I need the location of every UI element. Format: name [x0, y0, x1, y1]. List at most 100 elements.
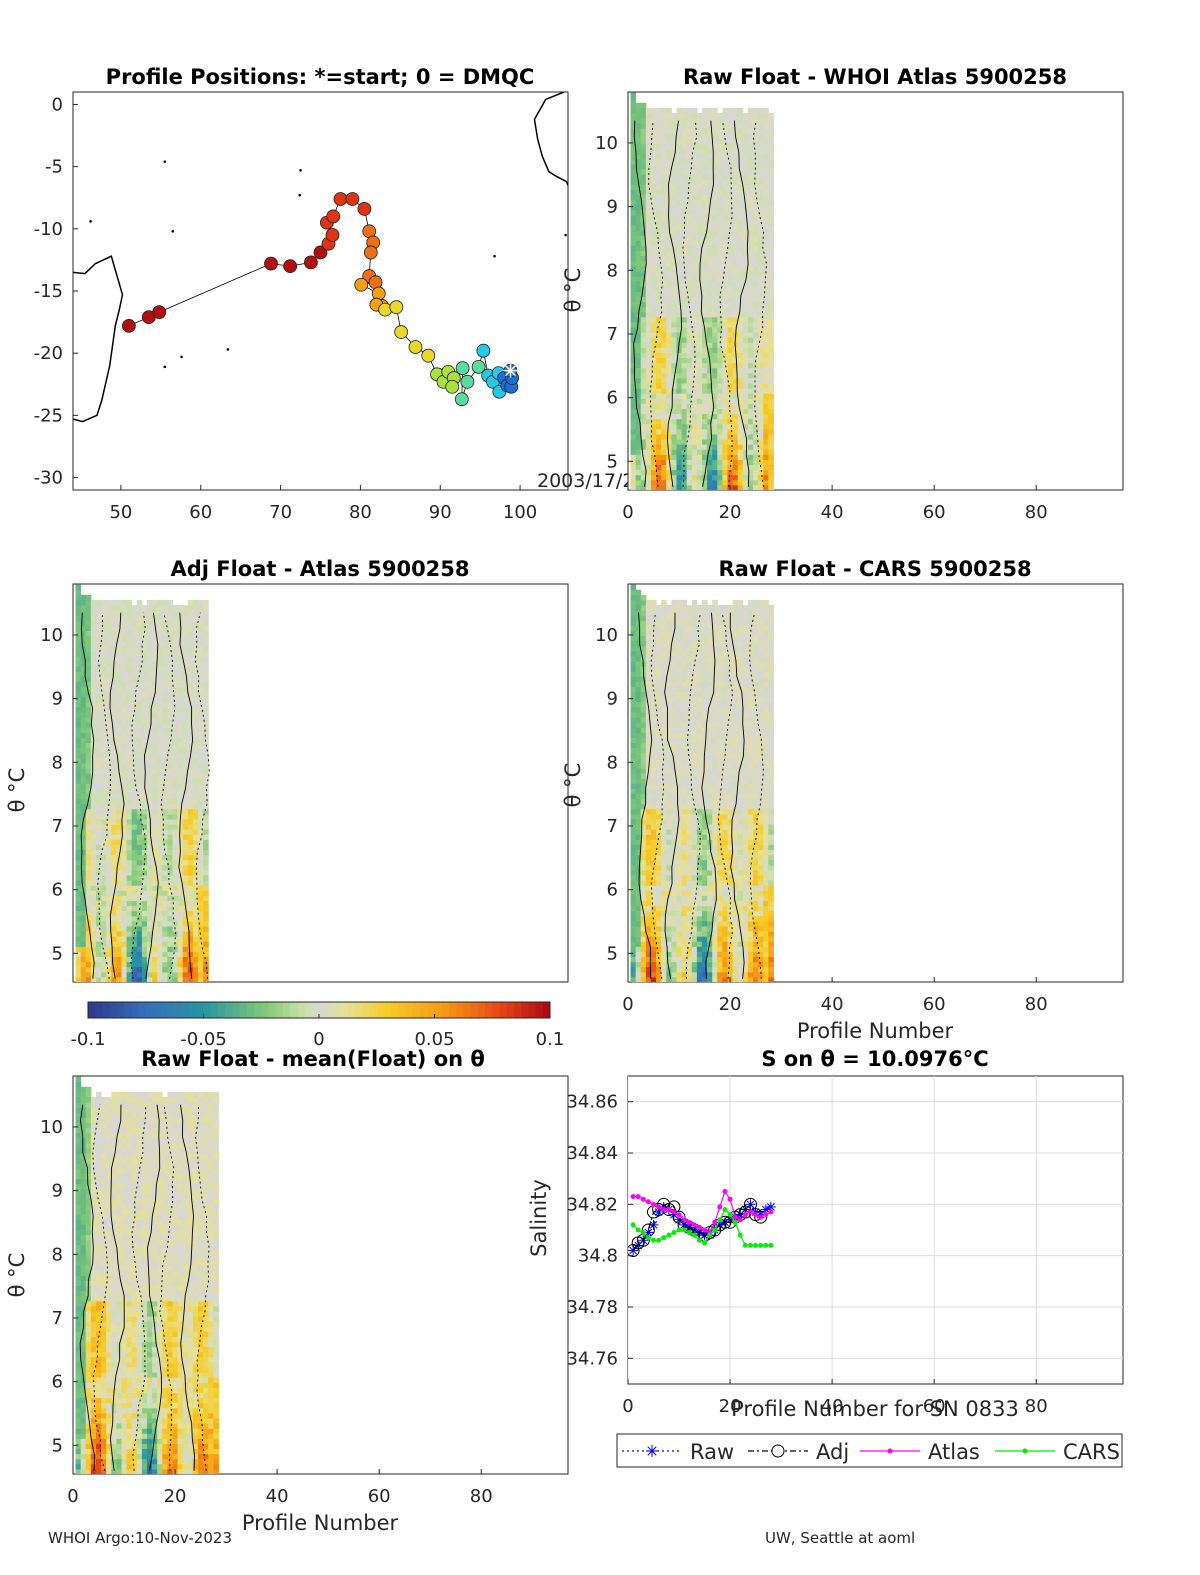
- raw-cars-cell: [640, 793, 647, 800]
- raw-whoi-cell: [681, 184, 688, 190]
- raw-whoi-cell: [768, 383, 774, 389]
- raw-cars-cell: [640, 768, 647, 774]
- raw-whoi-cell: [753, 194, 759, 201]
- adj-atlas-cell: [95, 732, 102, 738]
- raw-whoi-cell: [630, 428, 637, 435]
- raw-whoi-cell: [722, 377, 729, 384]
- adj-atlas-cell: [90, 829, 97, 835]
- raw-cars-cell: [676, 666, 683, 672]
- raw-cars-cell: [650, 666, 657, 672]
- adj-atlas-cell: [75, 645, 82, 652]
- adj-atlas-cell: [80, 676, 87, 682]
- raw-whoi-cell: [758, 230, 764, 236]
- adj-atlas-cell: [126, 599, 133, 606]
- raw-cars-cell: [661, 885, 667, 891]
- raw-whoi-cell: [630, 245, 637, 252]
- raw-whoi-cell: [763, 383, 769, 389]
- raw-whoi-cell: [753, 235, 759, 241]
- adj-atlas-cell: [121, 701, 128, 708]
- raw-whoi-cell: [640, 235, 647, 241]
- raw-cars-cell: [630, 818, 637, 825]
- adj-atlas-cell: [126, 610, 133, 616]
- adj-atlas-cell: [198, 757, 204, 764]
- adj-atlas-cell: [157, 941, 163, 947]
- adj-atlas-cell: [111, 630, 117, 637]
- raw-whoi-cell: [661, 316, 667, 323]
- adj-atlas-cell: [182, 768, 189, 774]
- adj-atlas-cell: [90, 686, 97, 693]
- adj-atlas-cell: [101, 768, 107, 774]
- adj-atlas-cell: [121, 793, 128, 800]
- adj-atlas-cell: [95, 824, 102, 830]
- adj-atlas-cell: [106, 951, 112, 958]
- adj-atlas-cell: [80, 844, 87, 851]
- raw-cars-cell: [656, 620, 662, 626]
- adj-atlas-cell: [146, 696, 153, 703]
- adj-atlas-cell: [106, 655, 112, 662]
- adj-atlas-cell: [198, 864, 204, 871]
- raw-whoi-cell: [650, 306, 657, 313]
- raw-whoi-cell: [763, 235, 769, 241]
- raw-cars-cell: [656, 650, 662, 657]
- raw-whoi-cell: [727, 281, 734, 287]
- raw-whoi-cell: [747, 260, 754, 267]
- raw-cars-cell: [681, 925, 688, 932]
- adj-atlas-cell: [136, 813, 143, 820]
- adj-atlas-cell: [80, 971, 87, 978]
- adj-atlas-cell: [182, 778, 189, 784]
- adj-atlas-cell: [121, 849, 128, 856]
- adj-atlas-cell: [203, 640, 209, 647]
- raw-whoi-cell: [742, 383, 749, 389]
- adj-atlas-cell: [131, 864, 138, 871]
- raw-cars-cell: [645, 625, 652, 631]
- adj-atlas-cell: [75, 925, 82, 932]
- raw-cars-cell: [650, 788, 657, 795]
- raw-whoi-cell: [717, 377, 723, 384]
- raw-whoi-cell: [640, 286, 647, 292]
- raw-cars-cell: [666, 605, 672, 611]
- raw-cars-cell: [661, 951, 667, 958]
- raw-whoi-cell: [742, 413, 749, 420]
- raw-whoi-cell: [753, 255, 759, 262]
- raw-whoi-cell: [763, 260, 769, 267]
- adj-atlas-cell: [80, 711, 87, 718]
- adj-atlas-cell: [106, 686, 112, 693]
- raw-whoi-cell: [640, 148, 647, 155]
- raw-cars-cell: [661, 696, 667, 703]
- raw-whoi-cell: [635, 433, 642, 440]
- raw-whoi-cell: [747, 214, 754, 221]
- raw-whoi-cell: [732, 357, 739, 364]
- raw-cars-cell: [671, 752, 677, 759]
- raw-whoi-cell: [768, 265, 774, 272]
- raw-whoi-cell: [712, 123, 718, 129]
- raw-whoi-cell: [681, 123, 688, 129]
- raw-whoi-cell: [722, 128, 729, 134]
- raw-cars-cell: [661, 798, 667, 805]
- adj-atlas-cell: [162, 900, 168, 907]
- raw-whoi-cell: [712, 413, 718, 420]
- adj-atlas-cell: [162, 925, 168, 932]
- raw-whoi-cell: [763, 454, 769, 460]
- adj-atlas-cell: [85, 880, 92, 886]
- adj-atlas-cell: [85, 635, 92, 642]
- adj-atlas-cell: [167, 661, 174, 667]
- raw-whoi-cell: [691, 444, 698, 450]
- adj-atlas-cell: [95, 859, 102, 866]
- adj-atlas-cell: [95, 976, 102, 982]
- adj-atlas-cell: [167, 966, 174, 973]
- raw-cars-cell: [645, 773, 652, 779]
- raw-whoi-cell: [763, 143, 769, 150]
- raw-whoi-cell: [768, 199, 774, 206]
- adj-atlas-cell: [90, 661, 97, 667]
- raw-cars-cell: [671, 885, 677, 891]
- adj-atlas-cell: [157, 854, 163, 861]
- adj-atlas-cell: [111, 701, 117, 708]
- raw-whoi-cell: [763, 362, 769, 369]
- adj-atlas-cell: [85, 910, 92, 917]
- raw-whoi-cell: [737, 347, 744, 353]
- raw-whoi-contour: [733, 120, 750, 487]
- adj-atlas-cell: [177, 676, 184, 682]
- raw-whoi-cell: [666, 281, 672, 287]
- raw-cars-cell: [656, 727, 662, 733]
- adj-atlas-cell: [126, 915, 133, 922]
